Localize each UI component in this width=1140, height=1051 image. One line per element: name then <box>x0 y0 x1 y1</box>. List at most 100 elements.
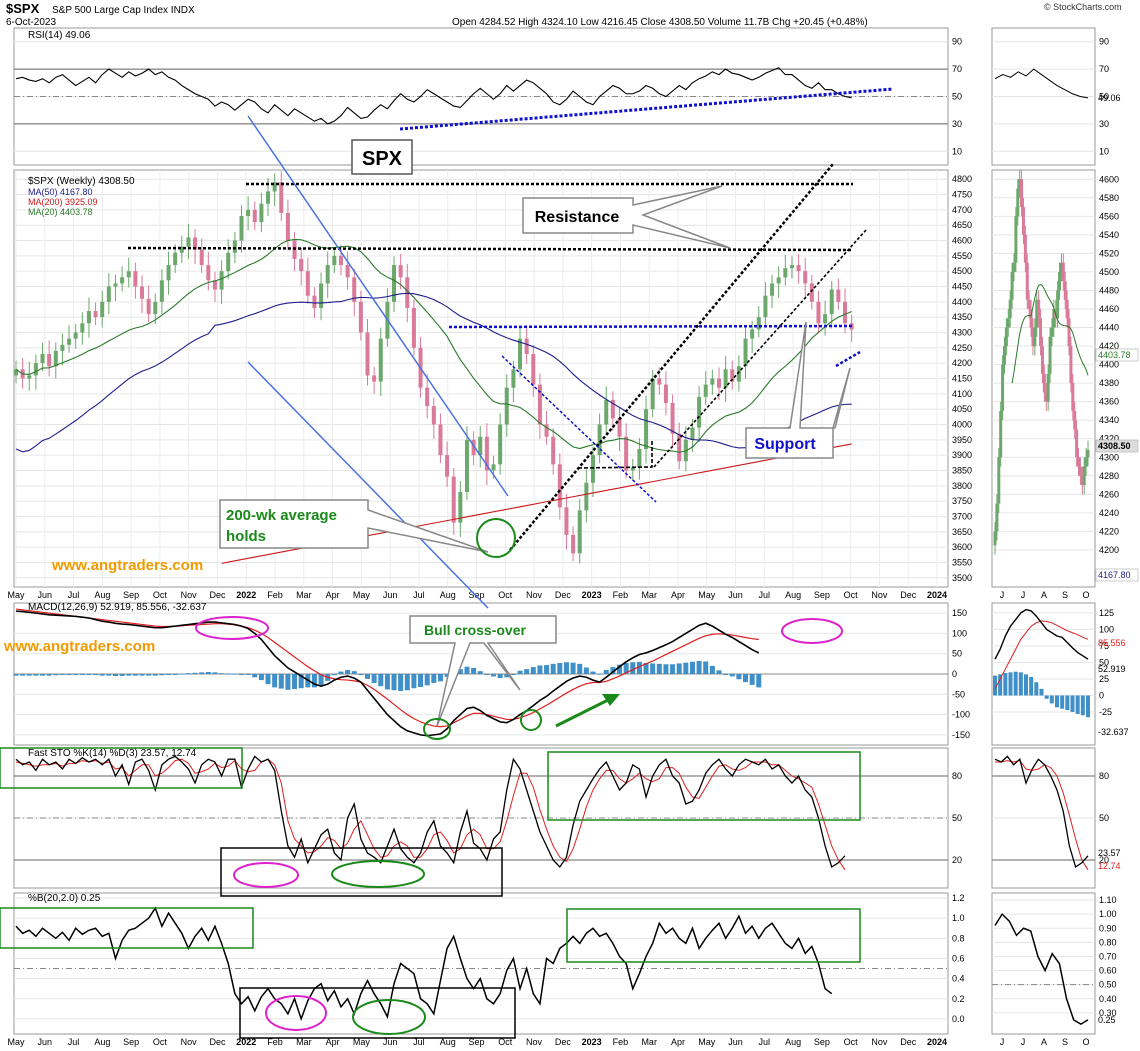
legend-bollinger-b: %B(20,2.0) 0.25 <box>28 893 101 904</box>
daily-price-tick-label: 4460 <box>1099 304 1119 314</box>
price-candle <box>445 455 450 477</box>
macd-histogram-bar <box>86 674 92 675</box>
pctb-green-ellipse <box>352 999 426 1035</box>
daily-sto-k-line <box>994 755 1089 869</box>
x-axis-label: Dec <box>209 1037 226 1047</box>
price-candle <box>743 338 748 367</box>
macd-up-arrow-shaft <box>555 698 609 728</box>
price-candle <box>644 409 649 450</box>
daily-rsi-tick-label: 50 <box>1099 92 1109 102</box>
daily-price-tick-label: 4500 <box>1099 267 1119 277</box>
ma200-label-line2: holds <box>226 528 266 545</box>
macd-histogram-bar <box>391 674 397 691</box>
price-candle <box>252 209 257 223</box>
macd-histogram-bar <box>79 674 85 675</box>
price-tick-label: 4050 <box>952 404 972 414</box>
daily-candle <box>1035 299 1039 328</box>
daily-macd-histogram-bar <box>993 675 997 696</box>
macd-histogram-bar <box>258 674 264 681</box>
daily-candle <box>999 410 1003 458</box>
macd-histogram-bar <box>444 674 450 677</box>
symbol-description: S&P 500 Large Cap Index INDX <box>52 5 195 16</box>
macd-histogram-bar <box>557 663 563 674</box>
price-tick-label: 3800 <box>952 481 972 491</box>
macd-histogram-bar <box>603 669 609 674</box>
macd-top-ellipse-1 <box>195 616 269 640</box>
macd-histogram-bar <box>358 674 364 675</box>
macd-histogram-bar <box>106 674 112 676</box>
price-candle <box>279 182 284 213</box>
x-axis-label: Jun <box>38 1037 53 1047</box>
x-axis-label: Mar <box>641 590 657 600</box>
price-candle <box>750 329 755 339</box>
daily-candle <box>1020 179 1024 208</box>
price-candle <box>537 384 542 425</box>
macd-histogram-bar <box>192 672 198 674</box>
quote-line: Open 4284.52 High 4324.10 Low 4216.45 Cl… <box>452 17 868 28</box>
x-axis-label: Feb <box>613 590 629 600</box>
side-panel-macd-frame <box>991 602 1096 746</box>
macd-up-arrow-head <box>602 694 620 706</box>
daily-candle <box>1084 457 1088 467</box>
price-tick-label: 4150 <box>952 374 972 384</box>
daily-x-axis-label: J <box>1000 590 1005 600</box>
bull-cross-callout <box>409 615 557 727</box>
daily-pctb-last-label: 0.25 <box>1098 1015 1116 1025</box>
daily-candle <box>1059 262 1063 272</box>
price-candle <box>471 439 476 456</box>
macd-histogram-bar <box>749 674 755 685</box>
daily-x-axis-label: A <box>1041 1037 1047 1047</box>
macd-histogram-bar <box>431 674 437 683</box>
price-candle <box>630 467 635 471</box>
daily-pctb-tick-label: 0.50 <box>1099 980 1117 990</box>
macd-histogram-bar <box>484 674 490 675</box>
daily-x-axis-label: J <box>1021 1037 1026 1047</box>
daily-candle <box>1075 429 1079 458</box>
macd-histogram-bar <box>504 674 510 678</box>
macd-histogram-bar <box>205 671 211 674</box>
macd-histogram-bar <box>311 674 317 688</box>
price-candle <box>564 507 569 535</box>
macd-histogram-bar <box>524 669 530 674</box>
sto-box-left <box>0 747 243 789</box>
x-axis-label: Mar <box>641 1037 657 1047</box>
price-candle <box>637 449 642 468</box>
price-candle <box>153 301 158 315</box>
daily-price-tick-label: 4600 <box>1099 174 1119 184</box>
daily-candle <box>1086 449 1090 458</box>
daily-x-axis-label: O <box>1082 590 1089 600</box>
price-tick-label: 4400 <box>952 297 972 307</box>
price-candle <box>113 283 118 287</box>
price-candle <box>716 378 721 388</box>
macd-histogram-bar <box>550 663 556 674</box>
price-candle <box>14 369 18 376</box>
daily-last-price-label: 4167.80 <box>1098 570 1131 580</box>
annotations: SPX Resistance Support 200-wk average ho… <box>0 139 861 1039</box>
symbol-title: $SPX <box>6 1 40 16</box>
macd-histogram-bar <box>384 674 390 690</box>
daily-rsi-tick-label: 70 <box>1099 64 1109 74</box>
macd-histogram-bar <box>563 662 569 674</box>
daily-macd-histogram-bar <box>1086 695 1090 718</box>
price-tick-label: 4350 <box>952 312 972 322</box>
macd-histogram-bar <box>676 663 682 674</box>
macd-histogram-bar <box>736 674 742 680</box>
daily-sto-tick-label: 20 <box>1099 855 1109 865</box>
bull-cross-circle-2 <box>520 709 542 731</box>
price-candle <box>140 286 145 299</box>
down-trend-dotted <box>501 355 657 503</box>
daily-last-label-box <box>1095 439 1139 453</box>
daily-pctb-line <box>994 912 1089 1026</box>
pctb-tick-label: 0.0 <box>952 1014 965 1024</box>
x-axis-label: Sep <box>468 590 484 600</box>
price-candle <box>73 332 78 339</box>
daily-candle <box>1029 309 1033 328</box>
macd-histogram-bar <box>185 673 191 675</box>
daily-candle <box>1063 281 1067 300</box>
resistance-line-mid <box>127 246 854 252</box>
price-candle <box>697 396 702 428</box>
macd-tick-label: -50 <box>952 689 965 699</box>
macd-histogram-bar <box>709 665 715 674</box>
ma20-line <box>15 238 852 453</box>
price-candle <box>551 436 556 465</box>
